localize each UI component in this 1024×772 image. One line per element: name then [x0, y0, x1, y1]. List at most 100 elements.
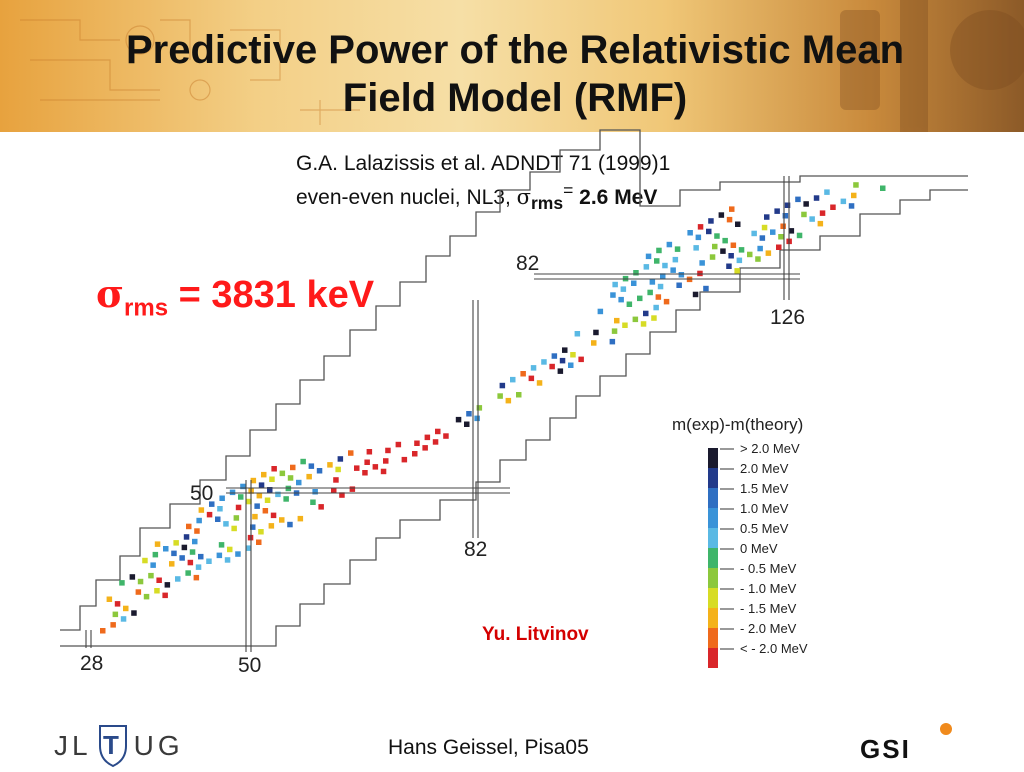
nuclide-cell	[256, 539, 262, 545]
nuclide-cell	[223, 521, 229, 527]
legend-label: 2.0 MeV	[740, 461, 789, 476]
nuclide-cell	[687, 230, 693, 236]
nuclide-cell	[520, 371, 526, 377]
nuclide-cell	[227, 546, 233, 553]
nuclide-cell	[726, 216, 733, 223]
nuclide-cell	[464, 421, 470, 427]
nuclide-cell	[692, 291, 699, 298]
nuclide-cell	[250, 477, 257, 484]
legend-swatch	[708, 488, 718, 508]
nuclide-cell	[335, 466, 341, 473]
slide-title: Predictive Power of the Relativistic Mea…	[40, 26, 990, 122]
nuclide-cell	[258, 482, 265, 488]
legend-swatch	[708, 548, 718, 568]
nuclide-cell	[269, 476, 275, 482]
nuclide-cell	[720, 248, 726, 254]
nuclide-cell	[362, 470, 368, 476]
nuclide-cell	[559, 357, 566, 364]
nuclide-cell	[215, 516, 221, 522]
nuclide-cell	[622, 322, 628, 328]
nuclide-cell	[795, 196, 801, 203]
nuclide-cell	[780, 223, 786, 229]
nuclide-cell	[271, 466, 277, 472]
nuclide-cell	[275, 491, 281, 498]
nuclide-cell	[131, 610, 137, 616]
nuclide-cell	[337, 456, 344, 462]
nuclide-cell	[718, 212, 725, 218]
nuclide-cell	[120, 616, 127, 622]
nuclide-cell	[192, 538, 198, 545]
nuclide-cell	[169, 561, 175, 567]
nuclide-cell	[757, 245, 763, 252]
nuclide-cell	[853, 182, 859, 188]
magic-label-n126: 126	[770, 306, 805, 329]
nuclide-cell	[137, 578, 144, 585]
nuclide-cell	[497, 393, 503, 399]
nuclide-cell	[672, 256, 679, 263]
nuclide-cell	[764, 214, 770, 220]
nuclide-cell	[443, 433, 449, 439]
nuclide-cell	[186, 523, 192, 530]
legend-swatch	[708, 588, 718, 608]
nuclide-cell	[300, 458, 306, 465]
nuclide-cell	[736, 257, 743, 264]
nuclide-cell	[782, 213, 789, 219]
legend-label: > 2.0 MeV	[740, 441, 800, 456]
nuclide-cell	[499, 382, 506, 389]
nuclide-cell	[395, 441, 402, 448]
nuclide-cell	[510, 376, 516, 383]
nuclide-cell	[676, 282, 682, 288]
nuclide-cell	[401, 456, 408, 463]
nuclide-cell	[830, 204, 836, 210]
nuclide-cell	[264, 497, 271, 503]
nuclide-cell	[306, 473, 312, 480]
nuclide-cell	[653, 304, 659, 311]
nuclide-cell	[662, 262, 668, 269]
nuclide-cell	[148, 572, 154, 579]
nuclide-cell	[751, 230, 757, 237]
nuclide-cell	[238, 494, 244, 500]
nuclide-cell	[618, 296, 624, 303]
nuclide-cell	[152, 551, 159, 558]
nuclide-cell	[712, 243, 718, 250]
nuclide-cell	[568, 362, 574, 368]
chart-cells-group	[100, 182, 886, 634]
nuclide-cell	[645, 253, 652, 260]
legend-swatch	[708, 628, 718, 648]
nuclide-cell	[660, 273, 666, 279]
nuclide-cell	[840, 198, 847, 205]
magic-label-z28: 28	[80, 652, 103, 675]
nuclide-cell	[198, 507, 205, 513]
nuclide-cell	[106, 596, 113, 602]
magic-label-z50: 50	[190, 482, 213, 505]
nuclide-cell	[179, 555, 185, 561]
nuclide-cell	[206, 558, 212, 564]
nuclide-cell	[256, 492, 263, 499]
jlug-shield-letter: T	[103, 730, 123, 760]
legend-label: - 0.5 MeV	[740, 561, 797, 576]
legend-label: 0 MeV	[740, 541, 778, 556]
nuclide-cell	[181, 544, 188, 551]
nuclide-cell	[597, 308, 604, 315]
nuclide-cell	[656, 247, 662, 254]
nuclide-cell	[578, 356, 584, 363]
nuclide-cell	[154, 541, 161, 547]
legend-swatch	[708, 528, 718, 548]
sigma-subscript: rms	[124, 294, 169, 322]
legend-swatch	[708, 448, 718, 468]
nuclide-cell	[424, 434, 431, 441]
nuclide-cell	[224, 557, 231, 563]
nuclide-cell	[250, 524, 256, 530]
nuclide-cell	[505, 397, 512, 404]
nuclide-cell	[233, 515, 240, 521]
sigma-value: = 3831 keV	[168, 274, 375, 316]
nuclide-cell	[549, 363, 555, 370]
jlug-shield-icon: T	[98, 725, 127, 768]
nuclide-cell	[290, 464, 296, 471]
nuclide-cell	[254, 503, 260, 509]
nuclide-cell	[776, 244, 782, 250]
nuclide-cell	[246, 498, 252, 505]
nuclide-cell	[245, 545, 252, 551]
legend-swatch	[708, 608, 718, 628]
nuclide-cell	[647, 289, 653, 296]
